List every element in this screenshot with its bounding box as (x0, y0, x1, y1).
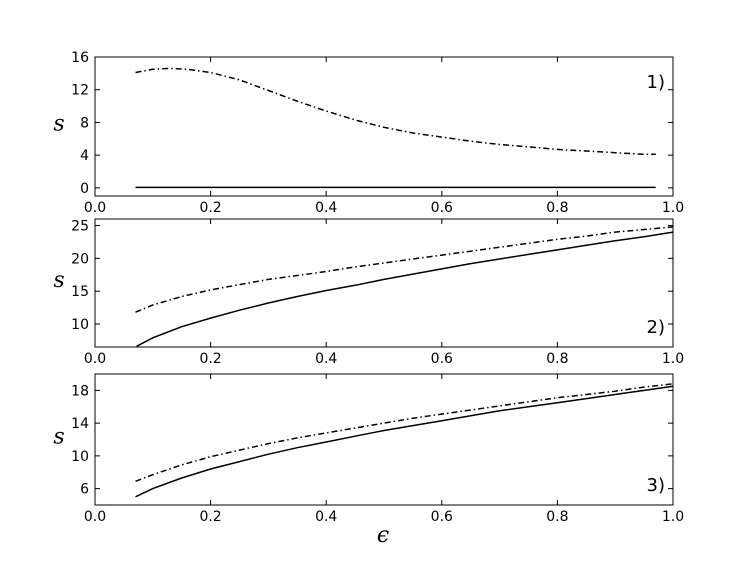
panel-2-xtick-label: 0.2 (199, 351, 221, 367)
panel-3-series-dashdot (135, 383, 673, 483)
panel-1-xtick-label: 1.0 (662, 200, 684, 216)
panel-1-xtick-label: 0.8 (546, 200, 568, 216)
panel-2-xtick-label: 0.6 (431, 351, 453, 367)
x-axis-label: ϵ (377, 523, 389, 548)
panel-3-ytick-label: 18 (71, 383, 89, 399)
panel-3-ytick-label: 14 (71, 416, 89, 432)
panel-2-y-axis-label: s (53, 268, 64, 293)
panel-3-ytick-label: 10 (71, 449, 89, 465)
panel-2-xtick-label: 0.0 (84, 351, 106, 367)
panel-1-ytick-label: 0 (80, 181, 89, 197)
panel-3: 0.0 0.2 0.4 0.6 0.8 1.0 6 10 14 18 s 3) (53, 373, 684, 525)
panel-1: 0.0 0.2 0.4 0.6 0.8 1.0 0 4 8 12 16 s 1) (53, 50, 684, 216)
panel-3-tag: 3) (647, 475, 665, 496)
panel-2-frame (94, 218, 674, 348)
panel-3-xtick-label: 0.2 (199, 509, 221, 525)
panel-2-xtick-label: 1.0 (662, 351, 684, 367)
panel-3-series-solid (135, 385, 673, 498)
panel-1-xtick-label: 0.0 (84, 200, 106, 216)
panels: 0.0 0.2 0.4 0.6 0.8 1.0 0 4 8 12 16 s 1) 0.0 0.2 0.4 0.6… (53, 50, 684, 525)
panel-2-xtick-label: 0.4 (315, 351, 337, 367)
panel-2-ytick-label: 25 (71, 219, 89, 235)
panel-1-ytick-label: 12 (71, 83, 89, 99)
panel-3-xtick-label: 0.4 (315, 509, 337, 525)
panel-2-series-dashdot (135, 226, 673, 313)
panel-3-xtick-label: 1.0 (662, 509, 684, 525)
panel-3-y-axis-label: s (53, 425, 64, 450)
panel-2-ytick-label: 20 (71, 251, 89, 267)
panel-1-xtick-label: 0.2 (199, 200, 221, 216)
panel-2: 0.0 0.2 0.4 0.6 0.8 1.0 10 15 20 25 s 2) (53, 218, 684, 367)
panel-1-xtick-label: 0.4 (315, 200, 337, 216)
panel-3-frame (94, 373, 674, 506)
panel-3-xtick-label: 0.0 (84, 509, 106, 525)
panel-3-xtick-label: 0.6 (431, 509, 453, 525)
panel-2-xtick-label: 0.8 (546, 351, 568, 367)
panel-3-ytick-label: 6 (80, 482, 89, 498)
panel-1-frame (94, 56, 674, 197)
panel-3-xtick-label: 0.8 (546, 509, 568, 525)
panel-1-series-dashdot (135, 67, 656, 156)
panel-1-ytick-label: 16 (71, 50, 89, 66)
panel-1-tag: 1) (647, 72, 665, 93)
panel-1-ytick-label: 8 (80, 115, 89, 131)
panel-2-ytick-label: 15 (71, 284, 89, 300)
panel-2-series-solid (136, 231, 673, 347)
panel-1-y-axis-label: s (53, 112, 64, 137)
panel-1-ytick-label: 4 (80, 148, 89, 164)
panel-2-ytick-label: 10 (71, 317, 89, 333)
panel-1-xtick-label: 0.6 (431, 200, 453, 216)
panel-2-tag: 2) (647, 317, 665, 338)
